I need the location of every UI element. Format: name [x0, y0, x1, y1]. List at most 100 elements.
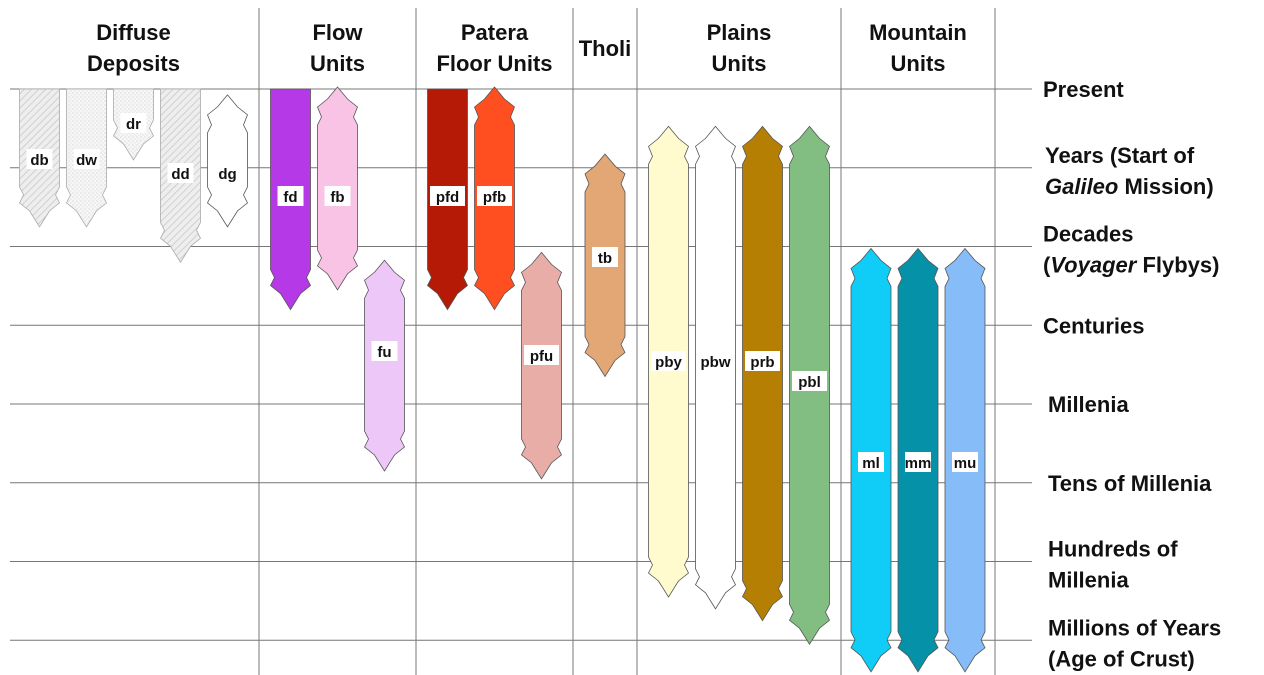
unit-bar-dw: dw	[65, 88, 108, 228]
time-label-hundreds-of-millenia: Millenia	[1048, 568, 1129, 593]
time-label-decades: (Voyager Flybys)	[1043, 253, 1219, 278]
unit-label-db: db	[30, 152, 48, 169]
unit-label-box	[745, 351, 780, 371]
unit-label-box	[26, 149, 53, 169]
unit-label-fd: fd	[283, 189, 297, 206]
header-flow: Flow	[312, 20, 363, 45]
grid-lines	[10, 8, 1032, 675]
header-plains: Plains	[707, 20, 772, 45]
header-diffuse: Diffuse	[96, 20, 171, 45]
time-label-years: Years (Start of	[1045, 143, 1195, 168]
unit-label-pfd: pfd	[436, 189, 459, 206]
unit-label-box	[952, 452, 978, 472]
unit-bar-mm: mm	[897, 247, 939, 673]
unit-bar-mu: mu	[944, 247, 986, 673]
unit-label-box	[592, 247, 618, 267]
unit-bar-pbl: pbl	[788, 125, 831, 646]
unit-label-box	[167, 163, 194, 183]
time-label-part: (Age of Crust)	[1048, 646, 1195, 671]
unit-label-box	[698, 351, 733, 371]
unit-bar-db: db	[18, 88, 61, 228]
time-label-years: Galileo Mission)	[1045, 174, 1214, 199]
unit-label-box	[477, 186, 512, 206]
unit-label-box	[858, 452, 884, 472]
unit-bar-dg: dg	[206, 94, 249, 228]
time-label-centuries: Centuries	[1043, 313, 1144, 338]
unit-label-box	[277, 186, 304, 206]
time-label-part: Millenia	[1048, 392, 1129, 417]
unit-bar-pfb: pfb	[473, 86, 516, 311]
unit-shape-dg	[206, 94, 249, 228]
time-label-millions-of-years: Millions of Years	[1048, 615, 1221, 640]
time-label-part: Galileo	[1045, 174, 1118, 199]
header-mountain: Mountain	[869, 20, 967, 45]
unit-bar-pbw: pbw	[694, 125, 737, 610]
unit-label-fu: fu	[377, 344, 391, 361]
time-label-part: Flybys)	[1136, 253, 1219, 278]
unit-label-dw: dw	[76, 152, 97, 169]
unit-label-pfb: pfb	[483, 189, 506, 206]
unit-label-box	[371, 341, 398, 361]
unit-bar-tb: tb	[584, 153, 626, 378]
time-label-part: Years (Start of	[1045, 143, 1195, 168]
unit-bar-fb: fb	[316, 86, 359, 291]
time-label-part: Millions of Years	[1048, 615, 1221, 640]
unit-label-tb: tb	[598, 250, 612, 267]
unit-label-dd: dd	[171, 166, 189, 183]
unit-label-dr: dr	[126, 116, 141, 133]
time-label-tens-of-millenia: Tens of Millenia	[1048, 471, 1212, 496]
time-label-part: Hundreds of	[1048, 537, 1178, 562]
time-label-part: Decades	[1043, 222, 1134, 247]
unit-bars: db dw dr dd dg fd fb fu pfd pfb pfu tb pby pbw prb pbl m…	[18, 86, 986, 673]
unit-label-pfu: pfu	[530, 348, 553, 365]
time-label-part: Present	[1043, 77, 1124, 102]
time-label-decades: Decades	[1043, 222, 1134, 247]
time-label-part: Millenia	[1048, 568, 1129, 593]
unit-label-box	[792, 371, 827, 391]
unit-bar-dd: dd	[159, 88, 202, 264]
header-tholi: Tholi	[579, 36, 632, 61]
time-label-millions-of-years: (Age of Crust)	[1048, 646, 1195, 671]
time-label-part: (	[1043, 253, 1051, 278]
header-plains: Units	[712, 51, 767, 76]
time-label-part: Centuries	[1043, 313, 1144, 338]
unit-label-mu: mu	[954, 455, 977, 472]
unit-label-box	[214, 163, 241, 183]
header-patera: Floor Units	[436, 51, 552, 76]
column-headers: Diffuse Deposits Flow Units Patera Floor Unit…	[87, 20, 967, 76]
unit-label-box	[651, 351, 686, 371]
unit-bar-pfu: pfu	[520, 251, 563, 480]
unit-label-fb: fb	[330, 189, 344, 206]
unit-label-box	[324, 186, 351, 206]
time-scale-labels: Present Years (Start of Galileo Mission) De…	[1043, 77, 1221, 671]
header-diffuse: Deposits	[87, 51, 180, 76]
unit-label-prb: prb	[750, 354, 774, 371]
unit-label-dg: dg	[218, 166, 236, 183]
unit-bar-pfd: pfd	[426, 88, 469, 311]
unit-label-box	[120, 113, 147, 133]
unit-bar-pby: pby	[647, 125, 690, 598]
unit-label-box	[73, 149, 100, 169]
unit-bar-fu: fu	[363, 259, 406, 472]
time-label-part: Mission)	[1118, 174, 1213, 199]
unit-shape-prb	[741, 125, 784, 622]
unit-bar-ml: ml	[850, 247, 892, 673]
unit-label-mm: mm	[905, 455, 932, 472]
unit-bar-fd: fd	[269, 88, 312, 311]
header-mountain: Units	[891, 51, 946, 76]
time-label-millenia: Millenia	[1048, 392, 1129, 417]
time-label-hundreds-of-millenia: Hundreds of	[1048, 537, 1178, 562]
time-label-present: Present	[1043, 77, 1124, 102]
header-flow: Units	[310, 51, 365, 76]
unit-bar-dr: dr	[112, 88, 155, 161]
unit-label-pbl: pbl	[798, 374, 821, 391]
time-label-part: Tens of Millenia	[1048, 471, 1212, 496]
unit-label-pbw: pbw	[701, 354, 731, 371]
unit-label-box	[524, 345, 559, 365]
unit-shape-pfu	[520, 251, 563, 480]
unit-label-pby: pby	[655, 354, 682, 371]
unit-shape-fu	[363, 259, 406, 472]
header-patera: Patera	[461, 20, 529, 45]
unit-label-box	[905, 452, 931, 472]
